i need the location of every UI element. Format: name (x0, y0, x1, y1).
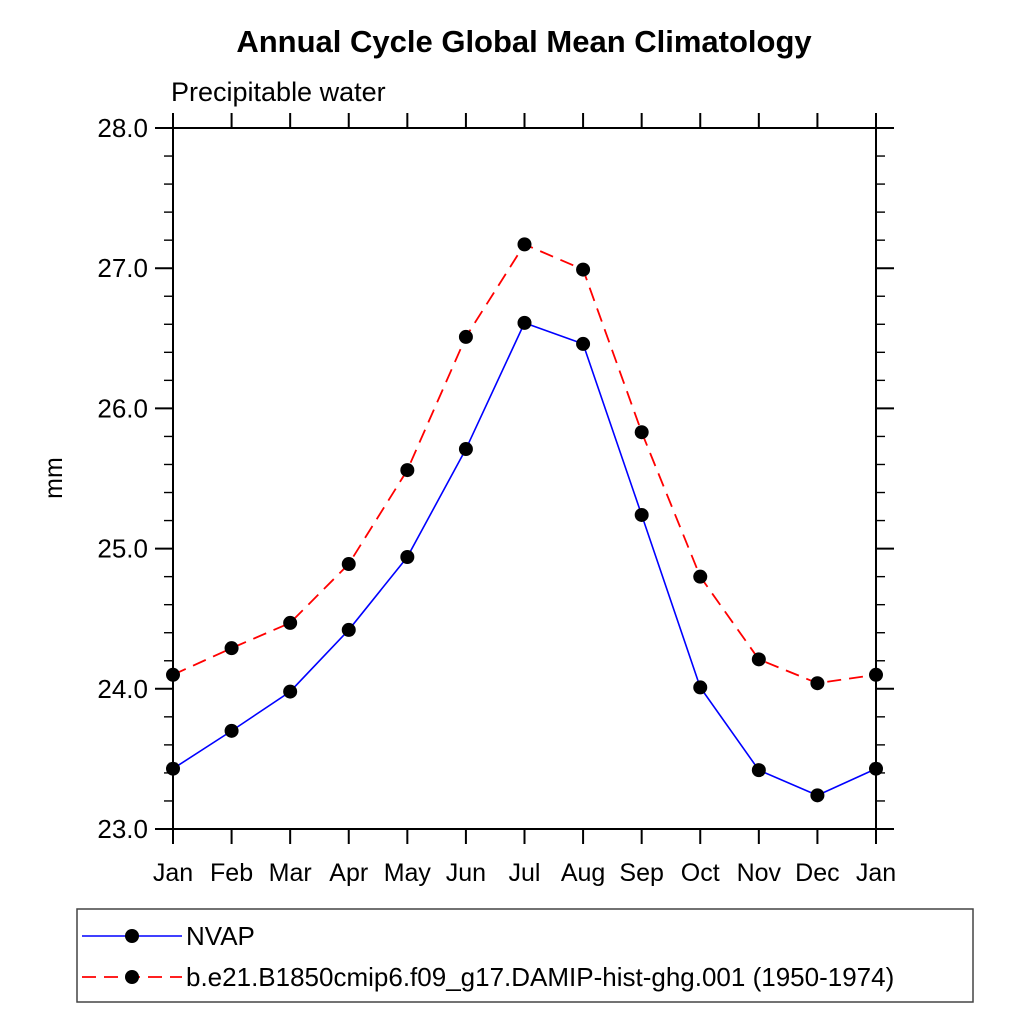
legend-label-nvap: NVAP (186, 921, 255, 951)
legend-item-model: b.e21.B1850cmip6.f09_g17.DAMIP-hist-ghg.… (82, 962, 894, 992)
data-point-marker (166, 667, 180, 682)
chart-subtitle: Precipitable water (171, 77, 386, 107)
y-tick-label: 26.0 (97, 393, 148, 423)
data-point-marker (341, 557, 356, 572)
x-tick-label: Nov (737, 859, 782, 887)
y-tick-label: 24.0 (97, 674, 148, 704)
data-point-marker (400, 550, 415, 565)
data-point-marker (458, 329, 473, 344)
data-point-marker (224, 723, 239, 738)
data-point-marker (693, 569, 708, 584)
series-line-model (172, 243, 877, 685)
y-axis-label: mm (40, 457, 68, 499)
x-tick-label: Jun (446, 859, 486, 887)
x-tick-label: Sep (619, 859, 663, 887)
data-point-marker (576, 336, 591, 351)
x-tick-label: Jan (856, 859, 896, 887)
x-tick-label: Feb (210, 859, 253, 887)
data-point-marker (400, 463, 415, 478)
y-tick-label: 23.0 (97, 814, 148, 844)
legend-marker-icon (125, 970, 139, 984)
data-point-marker (634, 425, 649, 440)
data-point-marker (634, 507, 649, 522)
chart-title: Annual Cycle Global Mean Climatology (236, 24, 812, 59)
x-tick-label: Jan (153, 859, 193, 887)
data-point-marker (283, 615, 298, 630)
data-point-marker (166, 761, 180, 776)
series-line-nvap (172, 321, 877, 797)
y-tick-label: 28.0 (97, 113, 148, 143)
data-series-layer (166, 237, 883, 803)
data-point-marker (341, 622, 356, 637)
axes-layer: 23.0 24.0 25.0 26.0 27.0 28.0 Jan Feb Mar Apr May J… (97, 113, 896, 887)
data-point-marker (517, 315, 532, 330)
data-point-marker (224, 641, 239, 656)
y-tick-label: 27.0 (97, 253, 148, 283)
data-point-marker (810, 676, 825, 691)
x-tick-label: May (384, 859, 432, 887)
legend-box (76, 908, 974, 1003)
legend-label-model: b.e21.B1850cmip6.f09_g17.DAMIP-hist-ghg.… (186, 962, 894, 992)
data-point-marker (751, 652, 766, 667)
x-tick-label: Apr (329, 859, 368, 887)
data-point-marker (517, 237, 532, 252)
x-tick-label: Jul (509, 859, 541, 887)
data-point-marker (576, 262, 591, 277)
data-point-marker (693, 680, 708, 695)
legend-item-nvap: NVAP (82, 921, 255, 951)
x-tick-label: Mar (269, 859, 312, 887)
data-point-marker (751, 763, 766, 778)
data-point-marker (283, 684, 298, 699)
y-tick-label: 25.0 (97, 534, 148, 564)
data-point-marker (869, 761, 883, 776)
x-tick-label: Aug (561, 859, 605, 887)
legend: NVAP b.e21.B1850cmip6.f09_g17.DAMIP-hist… (76, 908, 974, 1003)
x-tick-label: Oct (681, 859, 720, 887)
data-point-marker (869, 667, 883, 682)
x-tick-label: Dec (795, 859, 839, 887)
legend-marker-icon (125, 929, 139, 943)
data-point-marker (810, 788, 825, 803)
data-point-marker (458, 442, 473, 457)
